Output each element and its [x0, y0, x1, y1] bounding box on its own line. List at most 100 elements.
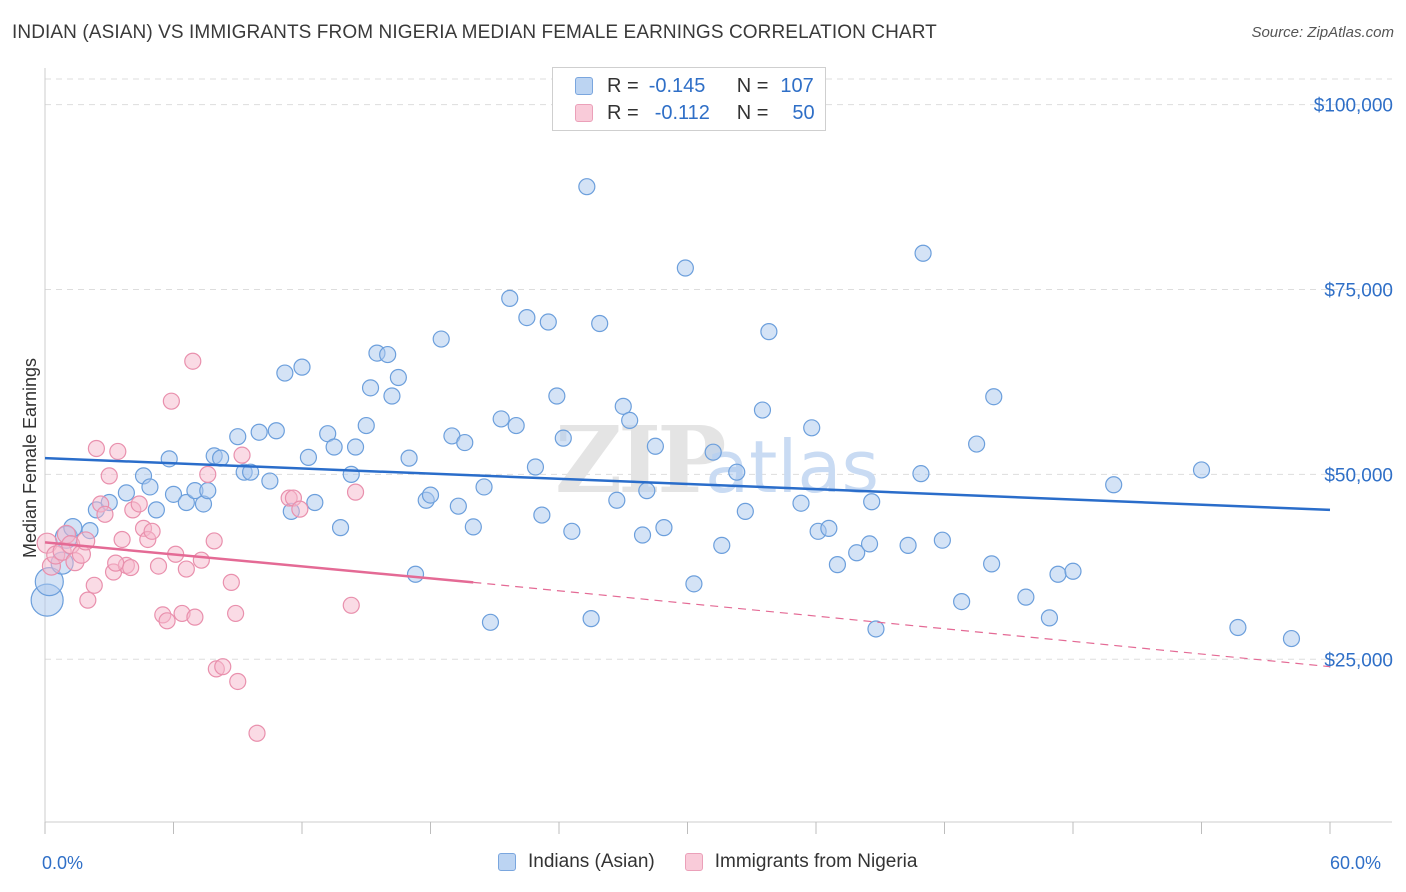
point-indians	[406, 565, 425, 583]
y-axis-label: Median Female Earnings	[20, 358, 40, 558]
point-indians	[199, 482, 217, 500]
point-indians	[933, 531, 951, 549]
series-legend-item-indians: Indians (Asian)	[498, 851, 655, 873]
x-tick-label-min: 0.0%	[42, 853, 84, 873]
point-indians	[621, 411, 639, 429]
point-indians	[164, 485, 183, 503]
point-nigeria	[143, 522, 161, 540]
point-indians	[1105, 476, 1123, 494]
point-indians	[177, 493, 195, 512]
point-indians	[578, 178, 596, 196]
point-indians	[1192, 461, 1211, 479]
point-nigeria	[85, 576, 103, 594]
point-indians	[985, 388, 1003, 406]
point-indians	[614, 397, 632, 415]
point-indians	[655, 519, 673, 537]
point-indians	[548, 387, 566, 405]
series-legend: Indians (Asian) Immigrants from Nigeria	[498, 851, 947, 873]
point-indians	[1049, 565, 1067, 583]
point-nigeria	[109, 442, 127, 461]
point-nigeria	[87, 439, 106, 458]
point-indians	[676, 259, 694, 277]
point-indians	[261, 472, 279, 490]
series-label-indians: Indians (Asian)	[528, 851, 655, 872]
point-indians	[481, 613, 500, 631]
point-indians	[518, 308, 536, 327]
point-indians	[492, 410, 510, 428]
point-indians	[1017, 588, 1035, 606]
n-label: N =	[736, 74, 769, 97]
point-indians	[276, 364, 294, 382]
point-nigeria	[342, 596, 360, 614]
point-indians	[539, 313, 557, 331]
point-indians	[432, 330, 450, 348]
source-label: Source: ZipAtlas.com	[1251, 24, 1394, 41]
watermark-zip: ZIP	[555, 406, 724, 514]
point-indians	[449, 497, 467, 515]
n-label: N =	[736, 101, 769, 124]
r-label: R =	[607, 101, 639, 124]
y-tick-label: $100,000	[1314, 96, 1393, 117]
legend-swatch-blue	[575, 77, 593, 95]
point-indians	[899, 536, 917, 554]
point-indians	[229, 428, 247, 446]
point-indians	[464, 518, 482, 536]
point-indians	[867, 620, 885, 638]
point-indians	[400, 449, 418, 467]
trend-line-nigeria	[44, 541, 474, 584]
point-nigeria	[107, 554, 125, 572]
point-indians	[1064, 562, 1082, 580]
n-value: 107	[780, 74, 814, 97]
r-label: R =	[607, 74, 639, 97]
point-nigeria	[130, 495, 148, 513]
point-indians	[792, 494, 810, 512]
point-indians	[389, 368, 407, 387]
n-value: 50	[792, 101, 815, 124]
point-indians	[456, 433, 474, 452]
point-indians	[526, 458, 545, 476]
point-nigeria	[100, 467, 118, 485]
point-nigeria	[205, 532, 223, 550]
point-indians	[1040, 609, 1059, 627]
point-indians	[346, 438, 365, 456]
point-nigeria	[222, 573, 240, 591]
point-indians	[638, 482, 656, 500]
point-indians	[760, 323, 778, 341]
point-indians	[736, 502, 754, 520]
legend-swatch-pink	[575, 104, 593, 122]
point-indians	[860, 535, 879, 553]
point-indians	[383, 387, 401, 405]
point-indians	[1282, 629, 1301, 648]
x-tick-label-max: 60.0%	[1330, 853, 1382, 873]
point-nigeria	[149, 557, 168, 575]
point-indians	[421, 486, 440, 504]
point-indians	[554, 429, 572, 447]
point-indians	[1229, 618, 1247, 637]
point-nigeria	[186, 608, 204, 626]
point-indians	[608, 491, 626, 509]
point-indians	[563, 522, 581, 540]
point-indians	[331, 519, 350, 537]
point-indians	[267, 422, 285, 440]
point-indians	[753, 401, 772, 419]
point-nigeria	[346, 483, 365, 501]
point-nigeria	[158, 612, 176, 630]
point-indians	[141, 478, 159, 496]
point-indians	[361, 379, 380, 397]
point-nigeria	[79, 591, 97, 609]
point-indians	[828, 556, 847, 574]
point-nigeria	[113, 530, 131, 549]
point-nigeria	[214, 658, 232, 676]
point-indians	[983, 555, 1001, 573]
point-indians	[713, 536, 731, 554]
point-nigeria	[162, 392, 180, 410]
legend-row-nigeria: R = -0.112 N = 50	[575, 101, 815, 125]
series-swatch-blue	[498, 853, 516, 871]
point-nigeria	[192, 551, 210, 569]
point-indians	[728, 463, 746, 481]
point-indians	[507, 416, 525, 435]
chart-title: INDIAN (ASIAN) VS IMMIGRANTS FROM NIGERI…	[12, 22, 937, 43]
point-nigeria	[233, 446, 251, 464]
legend-row-indians: R = -0.145 N = 107	[575, 74, 814, 98]
y-tick-label: $25,000	[1324, 650, 1393, 671]
